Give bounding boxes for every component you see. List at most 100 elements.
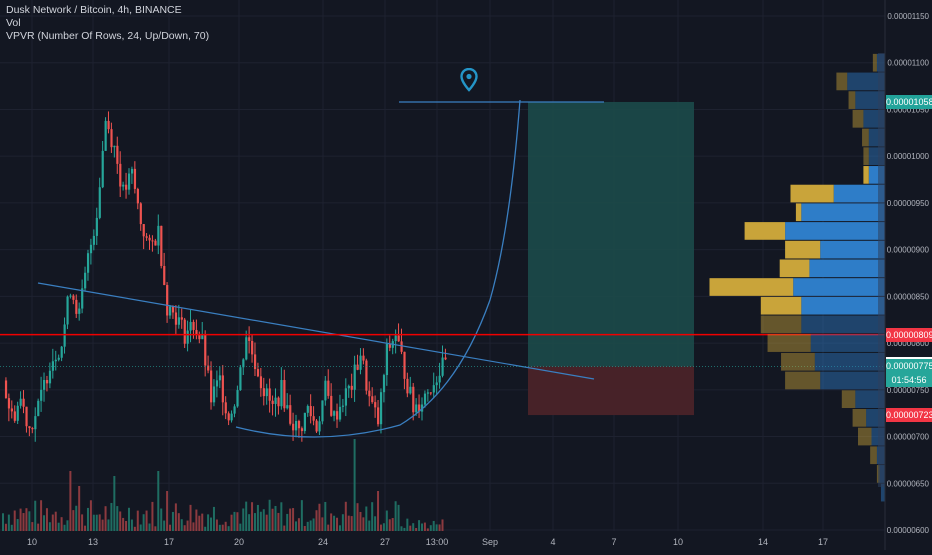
time-tick-label: 17 <box>164 537 174 547</box>
candle-body <box>218 375 222 381</box>
volume-bar <box>154 526 157 531</box>
volume-bar <box>136 510 139 531</box>
volume-bar <box>174 503 177 531</box>
vpvr-down-volume <box>848 91 856 109</box>
volume-bar <box>43 515 46 531</box>
candle-body <box>365 360 368 391</box>
vpvr-down-volume <box>836 72 848 91</box>
volume-bar <box>429 525 432 531</box>
volume-bar <box>169 524 172 531</box>
price-tick-label: 0.00000650 <box>887 479 930 488</box>
volume-bar <box>280 502 283 531</box>
candle-body <box>154 240 157 246</box>
vpvr-up-volume <box>880 483 885 502</box>
volume-bar <box>37 523 40 531</box>
candle-body <box>151 240 154 242</box>
vpvr-up-volume <box>847 72 885 91</box>
candle-body <box>359 355 362 370</box>
candle-body <box>25 406 28 427</box>
volume-bar <box>34 500 37 531</box>
volume-bar <box>57 522 60 531</box>
candle-body <box>177 317 180 325</box>
volume-bar <box>333 515 336 531</box>
vpvr-down-volume <box>790 184 834 203</box>
candle-body <box>336 411 339 420</box>
candle-body <box>28 426 31 429</box>
candle-body <box>122 184 125 187</box>
symbol-title[interactable]: Dusk Network / Bitcoin, 4h, BINANCE <box>6 4 182 16</box>
volume-bar <box>438 524 441 531</box>
volume-bar <box>107 519 110 531</box>
vpvr-down-volume <box>760 296 802 315</box>
candle-body <box>388 343 391 348</box>
candlesticks <box>4 111 447 442</box>
location-pin-icon[interactable] <box>460 68 478 92</box>
candle-body <box>368 390 371 397</box>
candle-body <box>318 421 321 432</box>
volume-bar <box>251 502 254 531</box>
candle-body <box>403 351 406 379</box>
candle-body <box>215 380 219 387</box>
candle-body <box>142 224 145 237</box>
volume-bar <box>119 511 122 531</box>
volume-bar <box>379 524 382 531</box>
vpvr-down-volume <box>858 427 872 446</box>
candle-body <box>324 380 327 401</box>
volume-bar <box>268 499 271 531</box>
candle-body <box>309 406 312 417</box>
candle-body <box>274 397 277 404</box>
candle-body <box>227 413 230 421</box>
candle-body <box>292 423 295 431</box>
candle-body <box>338 406 342 420</box>
time-tick-label: 14 <box>758 537 768 547</box>
candle-body <box>242 359 245 368</box>
volume-bar <box>72 510 75 531</box>
volume-bar <box>327 524 330 531</box>
volume-bar <box>186 520 189 531</box>
volume-bar <box>347 515 350 531</box>
volume-bar <box>233 511 236 531</box>
volume-indicator-label[interactable]: Vol <box>6 17 21 29</box>
candle-body <box>233 406 236 414</box>
volume-bar <box>371 502 374 531</box>
stop-zone <box>528 366 694 416</box>
vpvr-down-volume <box>841 390 856 409</box>
vpvr-indicator-label[interactable]: VPVR (Number Of Rows, 24, Up/Down, 70) <box>6 30 210 42</box>
volume-bar <box>89 500 92 531</box>
volume-bar <box>180 519 183 531</box>
volume-bar <box>336 517 339 531</box>
candle-body <box>426 392 430 394</box>
volume-bar <box>362 517 365 531</box>
candle-body <box>201 334 204 340</box>
volume-bar <box>13 510 16 531</box>
vpvr-down-volume <box>863 147 869 166</box>
volume-bar <box>198 515 201 531</box>
candle-body <box>432 385 435 393</box>
candle-body <box>286 405 289 409</box>
candle-body <box>221 375 224 403</box>
volume-bar <box>16 519 19 531</box>
volume-bar <box>236 512 239 531</box>
candle-body <box>312 416 315 421</box>
candle-body <box>280 380 283 407</box>
volume-bar <box>338 525 341 531</box>
volume-bar <box>66 520 69 531</box>
candle-body <box>327 380 330 396</box>
volume-bar <box>274 505 277 531</box>
candle-body <box>40 389 43 401</box>
candle-body <box>107 120 110 130</box>
candle-body <box>333 411 336 416</box>
candle-body <box>350 385 353 390</box>
candle-body <box>169 306 172 316</box>
volume-bar <box>306 521 309 531</box>
candle-body <box>341 405 345 407</box>
candle-body <box>236 390 239 407</box>
vpvr-up-volume <box>801 296 885 315</box>
volume-bar <box>271 508 274 531</box>
price-axis: 0.00001150 0.00001100 0.00001050 0.00001000… <box>884 0 930 550</box>
vpvr-down-volume <box>872 53 877 72</box>
candle-body <box>136 188 139 204</box>
